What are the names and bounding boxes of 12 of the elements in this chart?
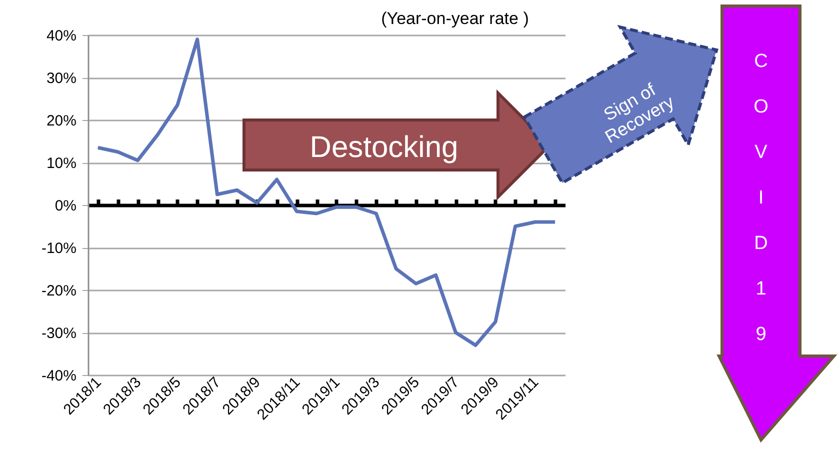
y-tick-label: 10%	[46, 155, 76, 172]
y-tick-label: -10%	[41, 240, 76, 257]
y-tick-label: -30%	[41, 325, 76, 342]
y-tick-label: 20%	[46, 112, 76, 130]
annotation: Destocking	[310, 131, 458, 164]
y-tick-label: 0%	[54, 198, 76, 214]
text: (Year-on-year rate )	[381, 9, 529, 28]
line-series	[96, 38, 557, 347]
y-tick-label: -20%	[41, 282, 76, 300]
y-tick-label: 30%	[46, 70, 76, 87]
text: COVID19	[754, 51, 768, 345]
y-tick-label: 40%	[46, 28, 76, 44]
